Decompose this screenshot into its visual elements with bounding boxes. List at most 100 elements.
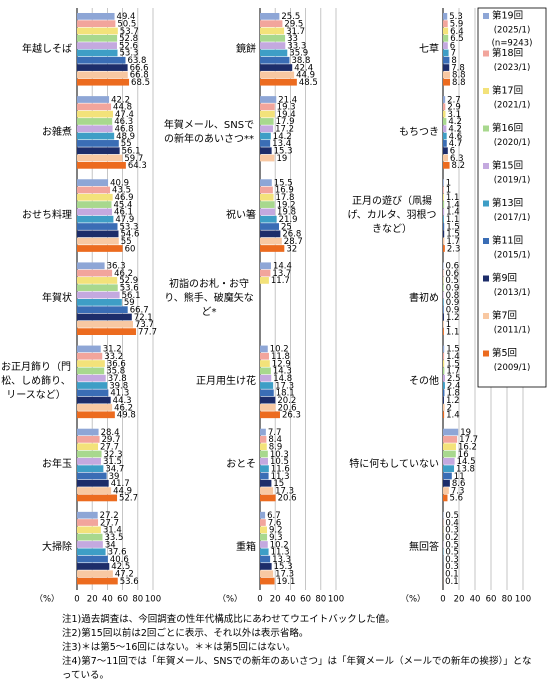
bar [260,12,280,20]
value-label: 37.6 [108,548,127,558]
bar [260,450,268,458]
value-label: 11.3 [271,472,290,482]
legend-swatch [483,13,489,19]
value-label: 7.7 [268,428,282,438]
value-label: 44.8 [113,103,132,113]
value-label: 53.6 [120,284,139,294]
bar [260,201,275,208]
bar [77,374,106,382]
bar [443,56,450,64]
value-label: 53.3 [120,222,139,232]
bar [77,64,128,71]
value-label: 14.8 [273,374,292,384]
bar [77,345,101,353]
unit-label: （%） [400,594,425,605]
bar [260,570,274,578]
legend-period: (2009/1) [494,363,531,373]
value-label: 0.9 [446,284,460,294]
value-label: 6.5 [450,34,464,44]
value-label: 35.9 [289,49,308,59]
bar [77,494,118,502]
value-label: 8.4 [268,435,282,445]
value-label: 21.9 [279,215,298,225]
value-label: 4.6 [449,132,463,142]
legend-name: 第9回 [492,272,517,284]
bar [443,328,444,335]
value-label: 11 [454,472,465,482]
value-label: 29.5 [284,19,303,29]
value-label: 1 [446,320,451,330]
legend-swatch [483,88,489,94]
value-label: 1.4 [446,200,460,210]
bar [260,132,271,140]
bar [260,479,272,487]
value-label: 0.9 [446,305,460,315]
bar [443,215,444,223]
category-label: お正月飾り（門松、しめ飾り、リースなど） [1,362,71,402]
value-label: 49.4 [117,12,136,22]
bar [260,147,272,155]
category-label: おせち料理 [22,209,72,221]
value-label: 17.3 [275,381,294,391]
bar [443,78,451,86]
value-label: 0.5 [445,540,459,550]
value-label: 31.2 [103,345,122,355]
bar [260,245,285,252]
value-label: 46.2 [114,269,133,279]
bar [260,208,276,216]
value-label: 4.7 [449,139,463,149]
value-label: 3.1 [447,110,461,120]
bar [77,71,128,79]
bar [260,42,286,49]
bar [260,526,267,534]
value-label: 49.8 [117,411,136,421]
value-label: 7 [451,49,456,59]
value-label: 19.3 [277,103,296,113]
value-label: 31.5 [103,457,122,467]
value-label: 50.5 [117,19,136,29]
category-label: 年越しそば [22,43,72,55]
bar [77,360,105,367]
note: 注1)過去調査は、今回調査の性年代構成比にあわせてウエイトバックした値。 [62,614,395,625]
bar [77,299,122,306]
bar [443,404,445,411]
value-label: 0.8 [446,291,460,301]
legend-name: 第15回 [492,160,523,172]
legend-name: 第7回 [492,310,517,322]
value-label: 11.6 [271,464,290,474]
value-label: 42.4 [294,63,313,73]
x-tick-label: 60 [486,595,497,605]
bar [77,352,103,360]
value-label: 5.9 [450,19,464,29]
value-label: 1.1 [446,193,460,203]
legend-period: (2017/1) [494,213,531,223]
value-label: 1 [446,178,451,188]
bar [260,465,269,473]
bar [77,161,126,169]
bar [260,140,271,147]
category-label: 年賀状 [42,292,72,304]
value-label: 2.7 [447,95,461,105]
bar [77,563,110,570]
value-label: 1.5 [446,230,460,240]
bar [77,201,112,208]
bar [260,262,271,270]
bar [443,161,450,169]
bar [77,411,115,419]
value-label: 12.9 [272,359,291,369]
value-label: 17.9 [276,117,295,127]
value-label: 1.7 [446,237,460,247]
bar [77,110,114,118]
bar [260,436,267,443]
value-label: 8.2 [452,161,466,171]
bar [443,299,444,306]
bar [260,360,270,367]
value-label: 27.7 [100,442,119,452]
bar [77,34,118,42]
x-tick-label: 40 [470,595,481,605]
value-label: 11.3 [271,548,290,558]
value-label: 46.2 [114,403,133,413]
value-label: 18.1 [276,389,295,399]
bar [260,71,295,79]
bar [77,555,108,563]
